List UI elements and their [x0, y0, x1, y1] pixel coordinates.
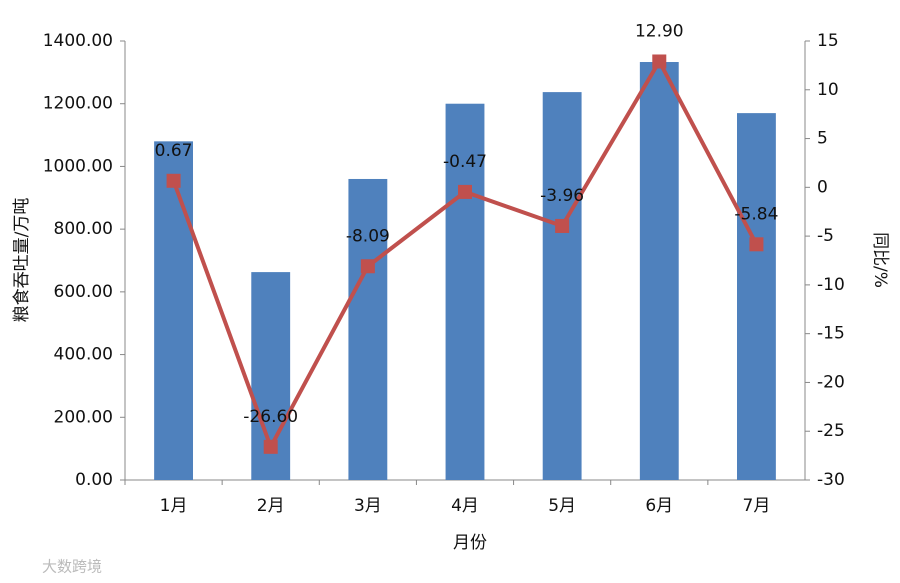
y2-tick-label: 5 — [817, 129, 828, 149]
x-axis-title: 月份 — [453, 533, 487, 553]
x-tick-label: 4月 — [451, 496, 479, 516]
y-axis-title: 粮食吞吐量/万吨 — [12, 198, 32, 323]
data-label: -3.96 — [540, 186, 584, 206]
bar — [445, 103, 485, 480]
y2-axis-title: 同比/% — [870, 232, 890, 288]
y2-tick-label: -15 — [817, 324, 845, 344]
y-tick-label: 1000.00 — [43, 156, 113, 176]
bar — [542, 92, 582, 480]
marker — [263, 439, 278, 454]
x-tick-label: 5月 — [548, 496, 576, 516]
y-tick-label: 0.00 — [75, 470, 113, 490]
bar — [639, 62, 679, 481]
data-label: -0.47 — [443, 152, 487, 172]
x-tick-label: 6月 — [645, 496, 673, 516]
bar — [348, 178, 388, 480]
x-tick-label: 1月 — [160, 496, 188, 516]
y2-tick-label: -5 — [817, 226, 834, 246]
y2-tick-label: -25 — [817, 421, 845, 441]
marker — [166, 173, 181, 188]
marker — [749, 237, 764, 252]
x-tick-label: 7月 — [743, 496, 771, 516]
y-tick-label: 1400.00 — [43, 31, 113, 51]
x-tick-label: 2月 — [257, 496, 285, 516]
marker — [360, 259, 375, 274]
y2-tick-label: -20 — [817, 372, 845, 392]
y-tick-label: 200.00 — [54, 407, 113, 427]
data-label: -5.84 — [734, 204, 778, 224]
data-label: -26.60 — [243, 407, 298, 427]
y-tick-label: 600.00 — [54, 282, 113, 302]
watermark: 大数跨境 — [42, 558, 102, 576]
data-label: 12.90 — [635, 21, 684, 41]
y2-tick-label: 15 — [817, 31, 839, 51]
y-tick-label: 400.00 — [54, 345, 113, 365]
y2-tick-label: 0 — [817, 177, 828, 197]
data-label: -8.09 — [346, 226, 390, 246]
marker — [458, 184, 472, 199]
bar — [154, 141, 193, 481]
y2-tick-label: 10 — [817, 80, 839, 100]
y-tick-label: 1200.00 — [43, 94, 113, 114]
marker — [555, 218, 570, 233]
y2-tick-label: -30 — [817, 470, 845, 490]
bar — [737, 113, 776, 480]
y-tick-label: 800.00 — [54, 219, 113, 239]
y2-tick-label: -10 — [817, 275, 845, 295]
x-tick-label: 3月 — [354, 496, 382, 516]
marker — [652, 54, 667, 69]
data-label: 0.67 — [155, 141, 193, 161]
